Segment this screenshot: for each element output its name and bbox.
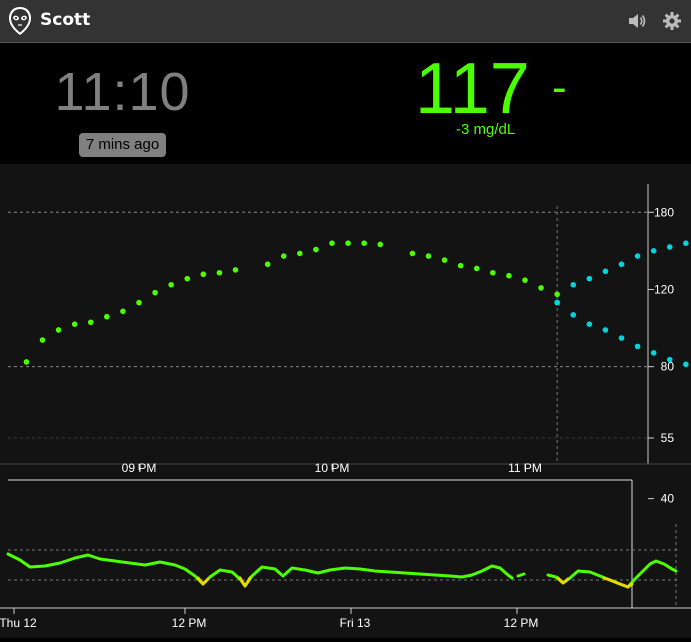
bg-value: 117 — [415, 49, 530, 129]
bg-point — [184, 275, 191, 282]
mini-x-tick-label: 12 PM — [172, 616, 207, 630]
mini-trace-warning — [196, 576, 210, 586]
bg-point — [297, 250, 303, 257]
forecast-point — [570, 281, 577, 288]
bg-point — [329, 240, 335, 247]
bg-point — [39, 337, 46, 343]
status-panel: 11:10 7 mins ago 117 - -3 mg/dL — [0, 43, 691, 164]
bg-point — [457, 262, 464, 269]
x-tick-label: 10 PM — [315, 461, 350, 475]
bg-point — [152, 289, 158, 296]
alien-head-icon[interactable] — [8, 6, 32, 36]
forecast-point — [683, 240, 689, 247]
y-tick-label: 120 — [654, 282, 674, 296]
bg-point — [473, 265, 480, 272]
mini-x-tick-label: Fri 13 — [340, 616, 371, 630]
trend-arrow: - — [552, 63, 567, 112]
bg-point — [522, 277, 528, 283]
bg-point — [554, 291, 560, 298]
y-tick-label: 55 — [661, 431, 675, 445]
forecast-point — [634, 343, 641, 350]
current-time: 11:10 — [54, 62, 191, 122]
bg-point — [232, 267, 239, 273]
bg-point — [409, 250, 416, 257]
y-tick-label: 180 — [654, 205, 674, 219]
forecast-point — [666, 356, 673, 363]
bg-point — [264, 261, 271, 268]
bg-point — [71, 321, 78, 327]
bg-point — [377, 241, 384, 248]
forecast-point — [666, 244, 673, 250]
mini-trace-warning — [238, 576, 252, 588]
bg-point — [104, 313, 110, 320]
x-tick-label: 09 PM — [122, 461, 157, 475]
bg-point — [168, 281, 174, 288]
bg-point — [361, 240, 367, 247]
bg-point — [216, 269, 223, 276]
forecast-point — [586, 321, 593, 327]
bg-delta: -3 mg/dL — [456, 121, 516, 138]
bg-point — [313, 246, 319, 253]
bg-point — [200, 271, 207, 278]
top-bar: Scott — [0, 0, 691, 43]
y-tick-label: 80 — [661, 360, 675, 374]
mini-trace-warning — [556, 576, 570, 585]
forecast-point — [683, 361, 689, 368]
mini-x-tick-label: Thu 12 — [0, 616, 37, 630]
forecast-point — [602, 327, 609, 333]
mini-x-tick-label: 12 PM — [504, 616, 539, 630]
forecast-point — [618, 335, 625, 341]
forecast-point — [618, 261, 625, 268]
bg-point — [506, 272, 512, 279]
forecast-point — [570, 312, 577, 318]
bg-point — [55, 327, 62, 333]
forecast-point — [634, 253, 641, 259]
bg-point — [280, 253, 287, 259]
bg-point — [23, 359, 30, 365]
y-tick-label: 40 — [661, 492, 675, 506]
bg-point — [120, 308, 126, 315]
forecast-point — [586, 275, 593, 282]
bg-point — [425, 253, 432, 259]
forecast-point — [602, 268, 609, 275]
bg-point — [441, 257, 448, 263]
forecast-point — [554, 299, 560, 306]
bg-point — [87, 319, 94, 326]
speaker-icon[interactable] — [627, 11, 647, 31]
x-tick-label: 11 PM — [508, 461, 542, 475]
forecast-point — [650, 350, 657, 356]
forecast-point — [650, 248, 657, 254]
mini-trace — [6, 552, 514, 588]
mini-trace-warning — [602, 576, 634, 589]
bg-point — [136, 299, 142, 306]
bg-point — [490, 269, 496, 276]
bg-point — [345, 240, 351, 247]
bg-point — [538, 285, 544, 291]
gear-icon[interactable] — [662, 11, 682, 31]
last-reading-badge: 7 mins ago — [79, 133, 166, 157]
username-label: Scott — [40, 10, 91, 30]
mini-trace — [546, 559, 678, 589]
mini-trace — [516, 572, 526, 578]
